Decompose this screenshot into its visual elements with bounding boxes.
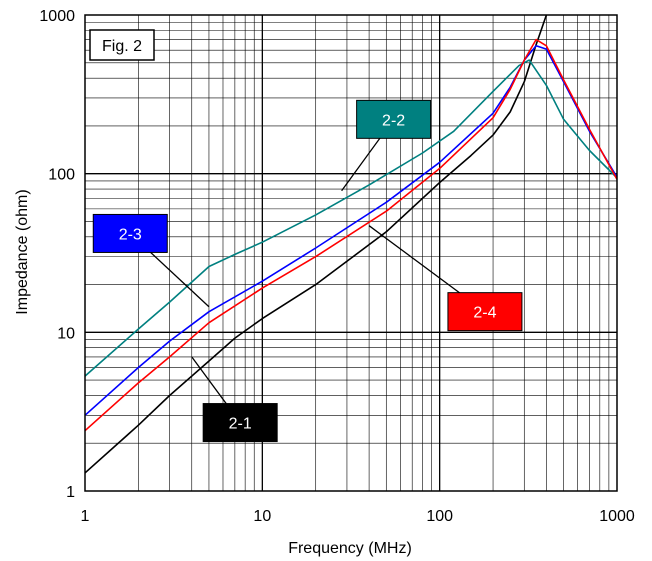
- series-label-box-2-4: [447, 292, 523, 332]
- series-line-2-2: [85, 59, 617, 377]
- series-layer: [85, 15, 617, 474]
- series-label-2-4: 2-4: [473, 305, 496, 322]
- series-label-box-2-3: [92, 213, 168, 253]
- series-label-2-3: 2-3: [119, 226, 142, 243]
- series-label-2-1: 2-1: [229, 416, 252, 433]
- x-axis-title: Frequency (MHz): [288, 540, 412, 557]
- series-label-box-2-1: [202, 403, 278, 443]
- series-line-2-4: [85, 38, 617, 432]
- grid: [85, 15, 617, 491]
- tick-labels: 1 10 100 1000 1 10 100 1000: [39, 8, 634, 525]
- x-tick-label: 1: [81, 508, 90, 525]
- y-tick-label: 1: [66, 484, 75, 501]
- figure-label-box: Fig. 2: [89, 29, 155, 61]
- plot-frame: [84, 14, 618, 492]
- y-axis-title: Impedance (ohm): [14, 189, 31, 314]
- series-label-2-2: 2-2: [382, 112, 405, 129]
- y-tick-label: 1000: [39, 8, 75, 25]
- series-line-2-1: [85, 15, 548, 474]
- x-tick-label: 1000: [599, 508, 635, 525]
- y-tick-label: 10: [57, 325, 75, 342]
- y-tick-label: 100: [48, 167, 75, 184]
- series-labels: 2-1 2-2 2-3 2-4: [92, 99, 523, 443]
- figure-label: Fig. 2: [102, 38, 142, 55]
- x-tick-label: 100: [426, 508, 453, 525]
- series-line-2-3: [85, 45, 617, 416]
- series-label-box-2-2: [356, 99, 432, 139]
- x-tick-label: 10: [253, 508, 271, 525]
